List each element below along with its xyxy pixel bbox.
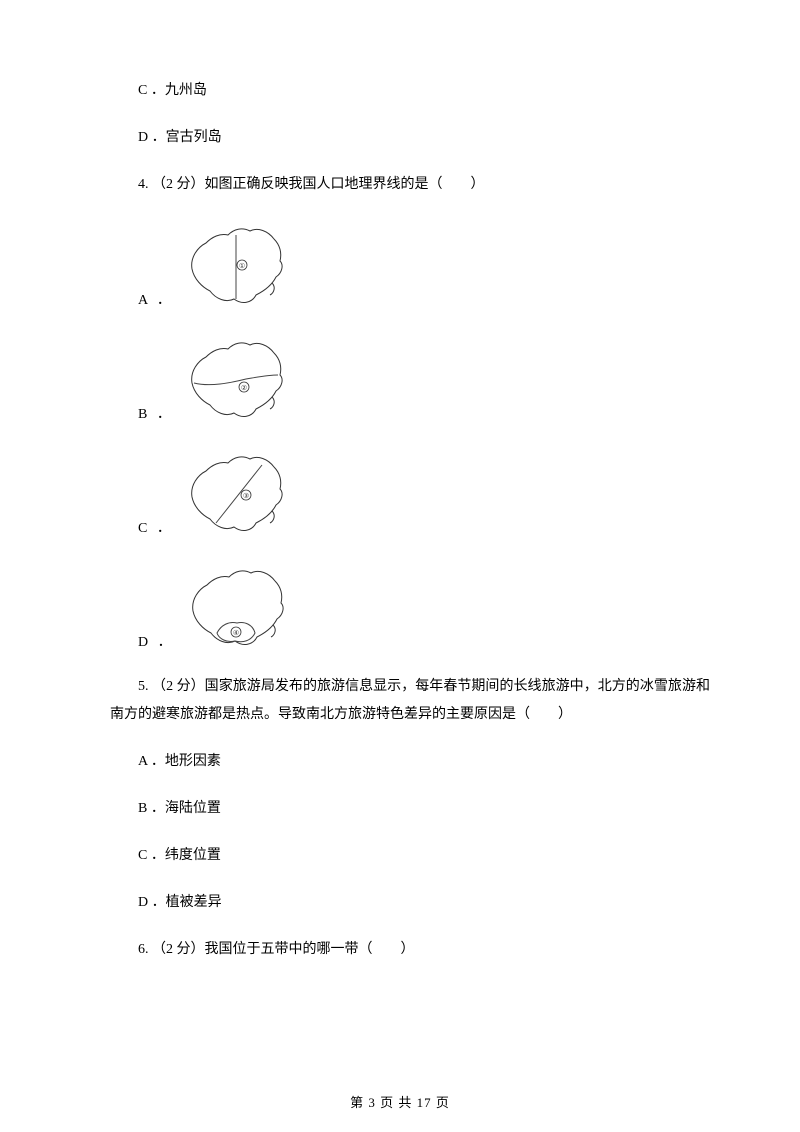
question-5: 5. （2 分）国家旅游局发布的旅游信息显示，每年春节期间的长线旅游中，北方的冰… [110, 673, 710, 729]
svg-text:②: ② [241, 384, 247, 392]
q4-option-a: A ． ① [110, 217, 710, 317]
option-label: C ． [110, 518, 174, 545]
svg-text:④: ④ [232, 629, 238, 637]
q4-option-d: D ． ④ [110, 559, 710, 659]
q4-option-b: B ． ② [110, 331, 710, 431]
china-map-icon: ① [180, 217, 300, 317]
china-map-icon: ④ [181, 559, 301, 659]
q5-option-d: D ．植被差异 [110, 892, 710, 913]
page-footer: 第 3 页 共 17 页 [0, 1093, 800, 1113]
option-label: D ． [110, 632, 175, 659]
q5-option-a: A ．地形因素 [110, 751, 710, 772]
q5-option-c: C ．纬度位置 [110, 845, 710, 866]
china-map-icon: ② [180, 331, 300, 431]
svg-text:①: ① [239, 262, 245, 270]
question-4: 4. （2 分）如图正确反映我国人口地理界线的是（ ） [110, 174, 710, 195]
option-label: A ． [110, 290, 174, 317]
option-d-prev: D ．宫古列岛 [110, 127, 710, 148]
question-6: 6. （2 分）我国位于五带中的哪一带（ ） [110, 939, 710, 960]
option-c-prev: C ．九州岛 [110, 80, 710, 101]
q5-option-b: B ．海陆位置 [110, 798, 710, 819]
option-label: B ． [110, 404, 174, 431]
q4-option-c: C ． ③ [110, 445, 710, 545]
svg-text:③: ③ [243, 492, 249, 500]
china-map-icon: ③ [180, 445, 300, 545]
